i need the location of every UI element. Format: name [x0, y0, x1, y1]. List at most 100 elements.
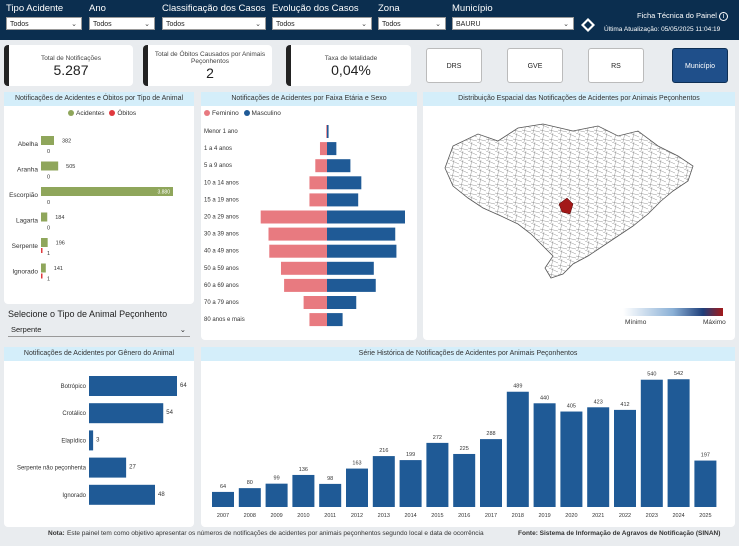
ficha-tecnica-link[interactable]: Ficha Técnica do Painel i — [637, 11, 728, 21]
year-label: 2008 — [244, 513, 256, 519]
bar-feminino — [284, 278, 327, 292]
filter-municipio: Município BAURU ⌄ — [452, 3, 574, 30]
bar-feminino — [269, 244, 327, 258]
series-bar — [265, 483, 288, 507]
bar-masculino — [327, 176, 362, 190]
bar-masculino — [327, 142, 337, 156]
bar-feminino — [326, 125, 327, 138]
panel-title: Notificações de Acidentes por Gênero do … — [4, 347, 194, 361]
filter-evolucao-select[interactable]: Todos ⌄ — [272, 17, 372, 30]
genus-label: Elapídico — [61, 438, 86, 444]
year-label: 2007 — [217, 513, 229, 519]
select-animal-label: Selecione o Tipo de Animal Peçonhento — [8, 309, 168, 319]
filter-ano-select[interactable]: Todos ⌄ — [89, 17, 155, 30]
bar-acidentes — [41, 263, 46, 273]
bar-masculino — [327, 244, 397, 258]
age-sex-pyramid-chart: Menor 1 ano 1 a 4 anos 5 a 9 anos 10 a 14 a… — [204, 125, 405, 327]
select-animal-dropdown[interactable]: Serpente ⌄ — [8, 322, 190, 337]
kpi-total-obitos: Total de Óbitos Causados por Animais Peç… — [143, 45, 272, 86]
animal-bar-chart: Abelha 382 0 Aranha 505 0 Escorpião 3.880 0 Lagar… — [9, 136, 173, 283]
bar-feminino — [309, 176, 327, 190]
age-label: 15 a 19 anos — [204, 197, 239, 203]
bar-masculino — [327, 193, 359, 207]
map-panel: Distribuição Espacial das Notificações d… — [423, 92, 735, 340]
nav-drs-button[interactable]: DRS — [426, 48, 482, 83]
filter-classificacao-select[interactable]: Todos ⌄ — [162, 17, 266, 30]
data-label: 0 — [47, 149, 50, 155]
data-label: 3 — [96, 437, 100, 443]
bar-feminino — [303, 296, 327, 309]
kpi-taxa-letalidade: Taxa de letalidade 0,04% — [286, 45, 411, 86]
year-label: 2012 — [351, 513, 363, 519]
series-bar — [212, 491, 234, 507]
bar-feminino — [315, 159, 327, 173]
genus-bar — [89, 403, 164, 424]
data-label: 216 — [379, 448, 388, 454]
filter-zona-select[interactable]: Todos ⌄ — [378, 17, 446, 30]
data-label: 540 — [647, 372, 656, 378]
kpi-total-notificacoes: Total de Notificações 5.287 — [4, 45, 133, 86]
filter-label: Evolução dos Casos — [272, 3, 359, 14]
filter-evolucao: Evolução dos Casos Todos ⌄ — [272, 3, 372, 30]
eraser-icon[interactable] — [580, 17, 596, 33]
bar-masculino — [327, 159, 351, 173]
legend-swatch-feminino — [204, 110, 210, 116]
nav-municipio-button[interactable]: Município — [672, 48, 728, 83]
data-label: 80 — [247, 480, 253, 486]
series-bar — [587, 407, 610, 507]
data-label: 542 — [674, 371, 683, 377]
year-label: 2013 — [378, 513, 390, 519]
legend-swatch-obitos — [109, 110, 116, 116]
series-bar — [506, 391, 529, 507]
historical-series-panel: Série Histórica de Notificações de Acide… — [201, 347, 735, 527]
nav-gve-button[interactable]: GVE — [507, 48, 563, 83]
nav-rs-button[interactable]: RS — [588, 48, 644, 83]
series-bar — [426, 442, 449, 507]
category-label: Aranha — [17, 167, 38, 174]
legend: Feminino Masculino — [204, 110, 281, 117]
genus-label: Botrópico — [61, 384, 87, 390]
panel-title: Série Histórica de Notificações de Acide… — [201, 347, 735, 361]
bar-acidentes — [41, 187, 173, 196]
data-label: 64 — [180, 383, 187, 389]
genus-bar — [89, 457, 127, 478]
data-label: 3.880 — [157, 190, 170, 196]
bauru-highlight[interactable] — [558, 197, 574, 215]
data-label: 98 — [327, 476, 333, 482]
data-label: 505 — [66, 164, 75, 170]
year-label: 2020 — [565, 513, 577, 519]
data-label: 412 — [620, 402, 629, 408]
top-filter-bar: Tipo Acidente Todos ⌄ Ano Todos ⌄ Classifi… — [0, 0, 739, 40]
kpi-title: Taxa de letalidade — [324, 55, 378, 62]
year-label: 2009 — [270, 513, 282, 519]
year-label: 2018 — [512, 513, 524, 519]
filter-label: Ano — [89, 3, 106, 14]
data-label: 489 — [513, 384, 522, 390]
data-label: 141 — [54, 266, 63, 272]
scale-max-label: Máximo — [703, 319, 726, 326]
filter-tipo-acidente: Tipo Acidente Todos ⌄ — [6, 3, 82, 30]
genus-label: Ignorado — [62, 493, 86, 499]
panel-title: Notificações de Acidentes por Faixa Etár… — [201, 92, 417, 106]
data-label: 54 — [166, 410, 173, 416]
data-label: 48 — [158, 492, 165, 498]
year-label: 2024 — [672, 513, 684, 519]
series-bar — [614, 409, 636, 507]
filter-municipio-select[interactable]: BAURU ⌄ — [452, 17, 574, 30]
sao-paulo-map[interactable] — [423, 106, 735, 338]
year-label: 2025 — [699, 513, 711, 519]
filter-tipo-acidente-select[interactable]: Todos ⌄ — [6, 17, 82, 30]
age-label: 1 a 4 anos — [204, 146, 232, 152]
source-text: Fonte: Sistema de Informação de Agravos … — [518, 530, 721, 537]
bar-masculino — [327, 210, 405, 224]
bar-acidentes — [41, 238, 48, 247]
chevron-down-icon: ⌄ — [435, 21, 441, 28]
filter-label: Classificação dos Casos — [162, 3, 266, 14]
bar-feminino — [309, 313, 327, 327]
data-label: 405 — [567, 404, 576, 410]
year-label: 2010 — [297, 513, 309, 519]
bar-feminino — [260, 210, 327, 224]
category-label: Abelha — [18, 141, 39, 148]
year-label: 2023 — [646, 513, 658, 519]
kpi-title: Total de Óbitos Causados por Animais Peç… — [154, 51, 266, 65]
